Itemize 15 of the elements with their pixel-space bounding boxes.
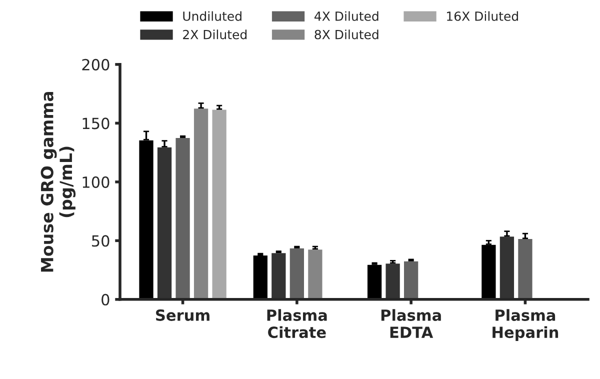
legend-label: 8X Diluted (314, 30, 378, 40)
x-tick-label: Plasma Heparin (492, 309, 558, 342)
y-tick-label: 100 (82, 176, 110, 188)
y-tick-label: 200 (82, 58, 110, 70)
legend-label: 4X Diluted (314, 11, 378, 21)
legend-label: 16X Diluted (447, 11, 518, 21)
x-tick-label: Plasma EDTA (381, 309, 441, 338)
x-tick-label: Serum (156, 309, 210, 321)
y-tick-label: 150 (82, 118, 110, 130)
legend-label: 2X Diluted (183, 30, 247, 40)
y-axis-title: Mouse GRO gamma (pg/mL) (40, 92, 76, 272)
y-tick-label: 0 (102, 294, 110, 306)
legend-label: Undiluted (183, 11, 242, 21)
x-tick-label: Plasma Citrate (267, 309, 327, 338)
y-tick-label: 50 (92, 235, 110, 247)
